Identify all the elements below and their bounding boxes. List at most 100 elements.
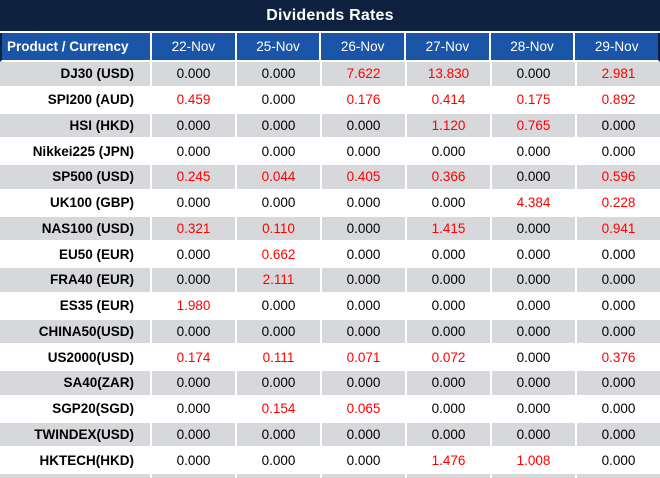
product-cell: SP500 (USD) — [0, 165, 150, 189]
value-cell: 0.000 — [575, 242, 660, 266]
product-cell: ES35 (EUR) — [59, 298, 134, 314]
table-body: DJ30 (USD) 0.000 0.000 7.622 13.830 0.000 2.98… — [0, 62, 660, 474]
value-cell: 0.000 — [405, 396, 490, 421]
value-cell: 0.000 — [150, 448, 235, 472]
value-cell: 0.000 — [405, 268, 490, 292]
value-cell: 0.000 — [150, 422, 235, 447]
value-cell: 0.000 — [490, 371, 575, 395]
value-cell: 0.892 — [575, 87, 660, 112]
value-cell: 0.941 — [575, 216, 660, 241]
value-cell: 0.000 — [405, 293, 490, 318]
value-cell: 0.000 — [235, 62, 320, 86]
value-cell: 2.981 — [575, 62, 660, 86]
value-cell — [405, 474, 490, 478]
column-header-date: 25-Nov — [234, 33, 320, 60]
table-row: UK100 (GBP) 0.000 0.000 0.000 0.000 4.384 0.22… — [0, 190, 660, 217]
value-cell: 1.476 — [405, 448, 490, 472]
value-cell: 0.000 — [575, 371, 660, 395]
value-cell: 0.000 — [575, 396, 660, 421]
product-cell: DJ30 (USD) — [0, 62, 150, 86]
value-cell: 0.000 — [235, 371, 320, 395]
product-cell — [0, 474, 150, 478]
value-cell: 0.000 — [320, 268, 405, 292]
product-cell: FRA40 (EUR) — [0, 268, 150, 292]
value-cell: 0.000 — [405, 371, 490, 395]
value-cell: 0.405 — [320, 165, 405, 189]
product-cell: UK100 (GBP) — [49, 195, 134, 211]
value-cell: 0.072 — [405, 345, 490, 369]
value-cell: 0.000 — [490, 422, 575, 447]
value-cell: 0.000 — [235, 319, 320, 344]
column-header-product: Product / Currency — [7, 39, 129, 54]
value-cell: 0.000 — [405, 190, 490, 215]
column-header-date: 22-Nov — [150, 33, 235, 60]
value-cell: 0.366 — [405, 165, 490, 189]
table-row: SA40(ZAR) 0.000 0.000 0.000 0.000 0.000 0.000 — [0, 371, 660, 397]
column-header-date: 28-Nov — [488, 33, 574, 60]
value-cell: 0.245 — [150, 165, 235, 189]
value-cell: 0.000 — [235, 190, 320, 215]
table-row: SGP20(SGD) 0.000 0.154 0.065 0.000 0.000 0.000 — [0, 396, 660, 423]
table-title: Dividends Rates — [0, 0, 660, 33]
value-cell: 0.000 — [235, 113, 320, 138]
value-cell: 0.000 — [320, 242, 405, 266]
value-cell: 0.000 — [575, 139, 660, 163]
value-cell: 0.000 — [490, 165, 575, 189]
product-cell: Nikkei225 (JPN) — [32, 143, 134, 159]
value-cell: 0.071 — [320, 345, 405, 369]
table-row: EU50 (EUR) 0.000 0.662 0.000 0.000 0.000 0.000 — [0, 242, 660, 268]
value-cell: 0.000 — [575, 319, 660, 344]
value-cell: 0.000 — [490, 396, 575, 421]
value-cell: 0.000 — [490, 216, 575, 241]
value-cell — [235, 474, 320, 478]
value-cell: 0.000 — [150, 62, 235, 86]
value-cell: 7.622 — [320, 62, 405, 86]
product-cell: SGP20(SGD) — [52, 401, 134, 417]
value-cell: 2.111 — [235, 268, 320, 292]
value-cell: 0.000 — [320, 319, 405, 344]
table-row: ES35 (EUR) 1.980 0.000 0.000 0.000 0.000 0.000 — [0, 293, 660, 320]
value-cell: 0.000 — [320, 422, 405, 447]
value-cell: 0.000 — [150, 242, 235, 266]
value-cell: 0.154 — [235, 396, 320, 421]
value-cell: 0.000 — [405, 422, 490, 447]
table-row: TWINDEX(USD) 0.000 0.000 0.000 0.000 0.000 0.0… — [0, 422, 660, 449]
product-cell: TWINDEX(USD) — [0, 422, 150, 447]
value-cell: 0.000 — [150, 319, 235, 344]
value-cell: 0.596 — [575, 165, 660, 189]
value-cell: 0.414 — [405, 87, 490, 112]
value-cell: 0.000 — [405, 139, 490, 163]
value-cell — [150, 474, 235, 478]
product-cell: SPI200 (AUD) — [47, 92, 134, 108]
value-cell: 0.000 — [235, 87, 320, 112]
table-row: CHINA50(USD) 0.000 0.000 0.000 0.000 0.000 0.0… — [0, 319, 660, 346]
column-header-date: 29-Nov — [573, 33, 658, 60]
value-cell: 1.415 — [405, 216, 490, 241]
value-cell: 0.765 — [490, 113, 575, 138]
table-row: FRA40 (EUR) 0.000 2.111 0.000 0.000 0.000 0.00… — [0, 268, 660, 294]
table-row: HSI (HKD) 0.000 0.000 0.000 1.120 0.765 0.000 — [0, 113, 660, 140]
value-cell: 4.384 — [490, 190, 575, 215]
value-cell: 0.000 — [320, 113, 405, 138]
value-cell: 0.321 — [150, 216, 235, 241]
value-cell: 0.000 — [575, 422, 660, 447]
value-cell: 0.111 — [235, 345, 320, 369]
value-cell: 0.000 — [320, 216, 405, 241]
value-cell: 1.120 — [405, 113, 490, 138]
value-cell: 0.000 — [405, 319, 490, 344]
value-cell: 0.000 — [320, 293, 405, 318]
value-cell: 0.044 — [235, 165, 320, 189]
product-cell: HSI (HKD) — [0, 113, 150, 138]
product-cell: EU50 (EUR) — [58, 246, 134, 262]
value-cell: 0.000 — [575, 113, 660, 138]
table-row: DJ30 (USD) 0.000 0.000 7.622 13.830 0.000 2.98… — [0, 62, 660, 88]
column-header-date: 27-Nov — [404, 33, 489, 60]
value-cell: 1.980 — [150, 293, 235, 318]
value-cell: 0.000 — [150, 396, 235, 421]
value-cell: 0.000 — [150, 268, 235, 292]
value-cell: 0.000 — [235, 448, 320, 472]
value-cell: 0.000 — [150, 139, 235, 163]
product-cell: HKTECH(HKD) — [39, 452, 135, 468]
value-cell: 0.000 — [575, 293, 660, 318]
